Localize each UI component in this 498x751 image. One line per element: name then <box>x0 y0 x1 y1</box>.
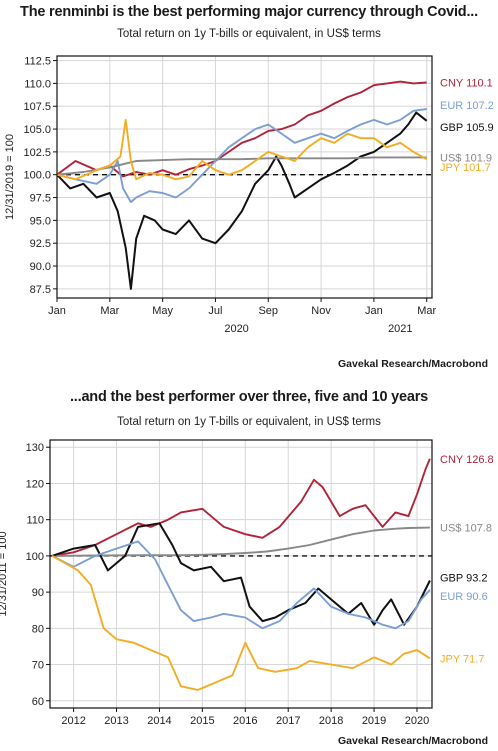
x-tick-label: Jul <box>208 305 222 317</box>
series-end-label-usd: US$ 107.8 <box>440 523 492 535</box>
x-year-label: 2021 <box>388 323 412 335</box>
x-tick-label: May <box>152 305 173 317</box>
x-tick-label: 2013 <box>104 715 128 727</box>
series-end-label-usd: US$ 101.9 <box>440 152 492 164</box>
y-tick-label: 120 <box>26 478 44 490</box>
x-tick-label: Nov <box>311 305 331 317</box>
series-line-cny <box>51 458 431 557</box>
series-line-eur <box>56 108 427 204</box>
x-tick-label: 2012 <box>61 715 85 727</box>
y-tick-label: 87.5 <box>30 284 51 296</box>
x-tick-label: 2017 <box>276 715 300 727</box>
y-tick-label: 100 <box>26 551 44 563</box>
series-line-cny <box>56 80 427 178</box>
y-tick-label: 90 <box>32 587 44 599</box>
y-tick-label: 130 <box>26 442 44 454</box>
x-tick-label: Jan <box>365 305 383 317</box>
x-tick-label: 2020 <box>405 715 429 727</box>
x-tick-label: 2019 <box>362 715 386 727</box>
y-tick-label: 92.5 <box>30 238 51 250</box>
series-line-usd <box>56 156 427 176</box>
series-end-label-gbp: GBP 105.9 <box>440 122 494 134</box>
series-line-usd <box>52 526 430 557</box>
plot-frame <box>56 55 433 299</box>
series-end-label-jpy: JPY 71.7 <box>440 653 484 665</box>
y-tick-label: 97.5 <box>30 193 51 205</box>
y-axis-label: 12/31/2019 = 100 <box>4 134 16 220</box>
series-line-gbp <box>56 111 428 290</box>
y-tick-label: 110 <box>26 515 44 527</box>
y-tick-label: 70 <box>32 660 44 672</box>
series-end-label-cny: CNY 110.1 <box>440 77 493 89</box>
series-line-gbp <box>51 522 431 626</box>
y-tick-label: 95.0 <box>30 215 51 227</box>
series-end-label-jpy: JPY 101.7 <box>440 162 491 174</box>
chart-2: 60 70 80 90 100 110 120 130 2012 2013 2014 2015 2016… <box>0 439 494 727</box>
x-tick-label: 2014 <box>147 715 171 727</box>
series-end-label-cny: CNY 126.8 <box>440 454 494 466</box>
y-axis-label: 12/31/2011 = 100 <box>0 531 9 616</box>
x-tick-label: Jan <box>48 305 66 317</box>
series-end-label-eur: EUR 90.6 <box>440 591 488 603</box>
x-tick-label: 2015 <box>190 715 214 727</box>
chart-2-subtitle: Total return on 1y T-bills or equivalent… <box>117 416 381 428</box>
y-tick-label: 90.0 <box>30 261 51 273</box>
y-tick-label: 60 <box>32 696 44 708</box>
y-tick-label: 100.0 <box>23 170 51 182</box>
series-line-eur <box>51 540 431 630</box>
series-end-label-gbp: GBP 93.2 <box>440 573 488 585</box>
x-tick-label: 2016 <box>233 715 257 727</box>
chart-2-source: Gavekal Research/Macrobond <box>338 735 488 747</box>
x-tick-label: Sep <box>258 305 278 317</box>
x-tick-label: Mar <box>417 305 436 317</box>
x-tick-label: 2018 <box>319 715 343 727</box>
y-tick-label: 110.0 <box>24 78 51 90</box>
x-tick-label: Mar <box>100 305 119 317</box>
y-tick-label: 107.5 <box>23 101 51 113</box>
plot-frame <box>49 439 433 709</box>
chart-1-title: The renminbi is the best performing majo… <box>20 4 478 20</box>
y-tick-label: 105.0 <box>23 124 51 136</box>
chart-1: 87.5 90.0 92.5 95.0 97.5 100.0 102.5 105.0 107.5… <box>4 55 494 335</box>
chart-1-subtitle: Total return on 1y T-bills or equivalent… <box>117 28 381 40</box>
y-tick-label: 80 <box>32 623 44 635</box>
series-end-label-eur: EUR 107.2 <box>440 100 494 112</box>
chart-2-title: ...and the best performer over three, fi… <box>69 389 429 405</box>
chart-1-source: Gavekal Research/Macrobond <box>338 358 488 370</box>
x-year-label: 2020 <box>224 323 248 335</box>
y-tick-label: 112.5 <box>24 56 51 68</box>
series-line-jpy <box>51 555 431 691</box>
y-tick-label: 102.5 <box>23 147 51 159</box>
series-line-jpy <box>56 118 428 181</box>
